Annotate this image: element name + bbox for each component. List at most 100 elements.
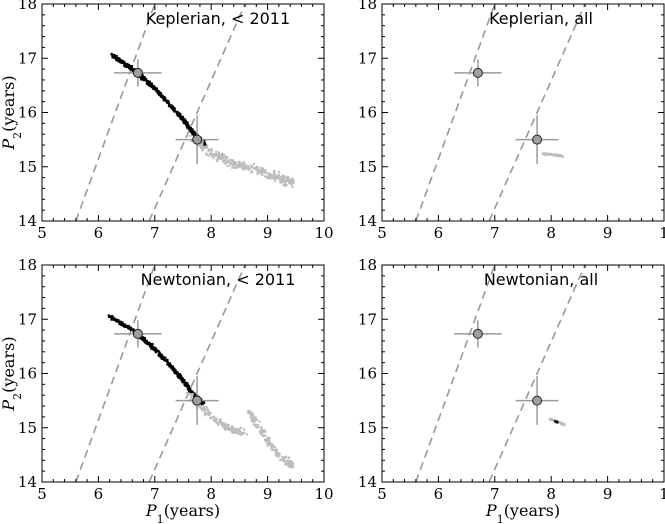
cloud-point (155, 90, 158, 93)
panel-title: Newtonian, < 2011 (141, 270, 296, 289)
cloud-point (285, 460, 288, 463)
cloud-point (259, 166, 263, 170)
cloud-point (217, 422, 220, 425)
cloud-point (291, 177, 294, 180)
cloud-point (231, 163, 234, 166)
plot-frame (381, 3, 665, 222)
cloud-point (164, 99, 167, 102)
cloud-point (125, 64, 128, 67)
cloud-point (280, 177, 284, 180)
cloud-point (274, 173, 277, 176)
cloud-point (549, 153, 552, 156)
cloud-point (282, 184, 285, 187)
cloud-point (275, 175, 279, 178)
cloud-point (237, 161, 240, 165)
cloud-point (117, 57, 120, 60)
cloud-point (154, 347, 157, 350)
cloud-point (215, 150, 218, 153)
cloud-point (166, 362, 170, 365)
cloud-point (285, 455, 288, 458)
cloud-point (149, 344, 152, 347)
panel-title: Newtonian, all (484, 270, 598, 289)
cloud-point (200, 146, 203, 150)
reference-line-ratio-2 (488, 4, 586, 221)
x-tick-label: 6 (434, 485, 444, 503)
cloud-point (147, 84, 150, 87)
cloud-point (285, 462, 289, 466)
cloud-point (119, 59, 122, 62)
cloud-point (189, 128, 192, 131)
y-tick-label: 18 (18, 0, 37, 13)
cloud-point (291, 178, 294, 182)
cloud-point (286, 176, 289, 179)
cloud-point (132, 328, 135, 332)
cloud-point (205, 152, 208, 155)
cloud-point (213, 415, 216, 418)
cloud-point (187, 393, 190, 396)
cloud-point (243, 163, 246, 166)
cloud-point (123, 63, 126, 66)
cloud-point (269, 442, 272, 446)
cloud-point (275, 454, 278, 457)
marker-1 (454, 59, 502, 87)
marker-point (532, 395, 543, 406)
cloud-point (225, 159, 228, 162)
cloud-point (207, 154, 210, 157)
cloud-point (179, 117, 182, 120)
cloud-point (225, 161, 228, 165)
cloud-point (208, 413, 211, 416)
cloud-point (279, 176, 282, 179)
cloud-point (180, 377, 183, 381)
cloud-point (247, 168, 250, 171)
cloud-point (117, 320, 120, 323)
cloud-point (248, 167, 252, 170)
cloud-point (277, 173, 280, 176)
cloud-point (542, 152, 545, 155)
panel-1: 5 6 7 8 9 10 14 15 16 17 18 Keplerian, < 2011 P2(yea… (0, 0, 334, 242)
cloud-point (219, 420, 222, 423)
cloud-point (273, 170, 276, 173)
cloud-point (266, 444, 269, 447)
y-tick-label: 15 (358, 419, 377, 437)
cloud-point (164, 356, 167, 359)
cloud-point (162, 96, 165, 99)
x-tick-label: 7 (490, 485, 500, 503)
reference-line-ratio-2 (148, 4, 246, 221)
cloud-point (233, 428, 236, 432)
cloud-point (258, 168, 261, 172)
cloud-point (237, 165, 240, 168)
cloud-point (161, 94, 164, 97)
cloud-point (158, 352, 162, 355)
cloud-point (211, 153, 214, 156)
cloud-point (168, 363, 171, 366)
cloud-point (160, 95, 163, 99)
cloud-point (113, 318, 116, 321)
marker-point (132, 328, 143, 339)
marker-point (472, 328, 483, 339)
cloud-point (216, 421, 220, 424)
y-tick-label: 15 (18, 419, 37, 437)
x-tick-label: 8 (546, 485, 556, 503)
cloud-point (233, 431, 237, 434)
cloud-point (115, 59, 118, 62)
cloud-point (220, 155, 223, 158)
cloud-point (141, 339, 144, 342)
cloud-point (270, 448, 273, 451)
cloud-point (132, 68, 136, 71)
cloud-point (182, 381, 185, 384)
cloud-gray (188, 134, 295, 188)
cloud-point (183, 383, 187, 386)
cloud-point (250, 165, 253, 169)
marker-2 (175, 376, 219, 426)
cloud-point (201, 149, 204, 152)
cloud-point (258, 420, 261, 423)
x-tick-label: 8 (206, 485, 216, 503)
cloud-point (257, 424, 260, 427)
cloud-point (194, 394, 197, 397)
cloud-point (158, 354, 161, 357)
cloud-point (141, 336, 145, 340)
cloud-point (284, 456, 287, 459)
cloud-black (110, 52, 208, 148)
cloud-point (150, 347, 153, 350)
